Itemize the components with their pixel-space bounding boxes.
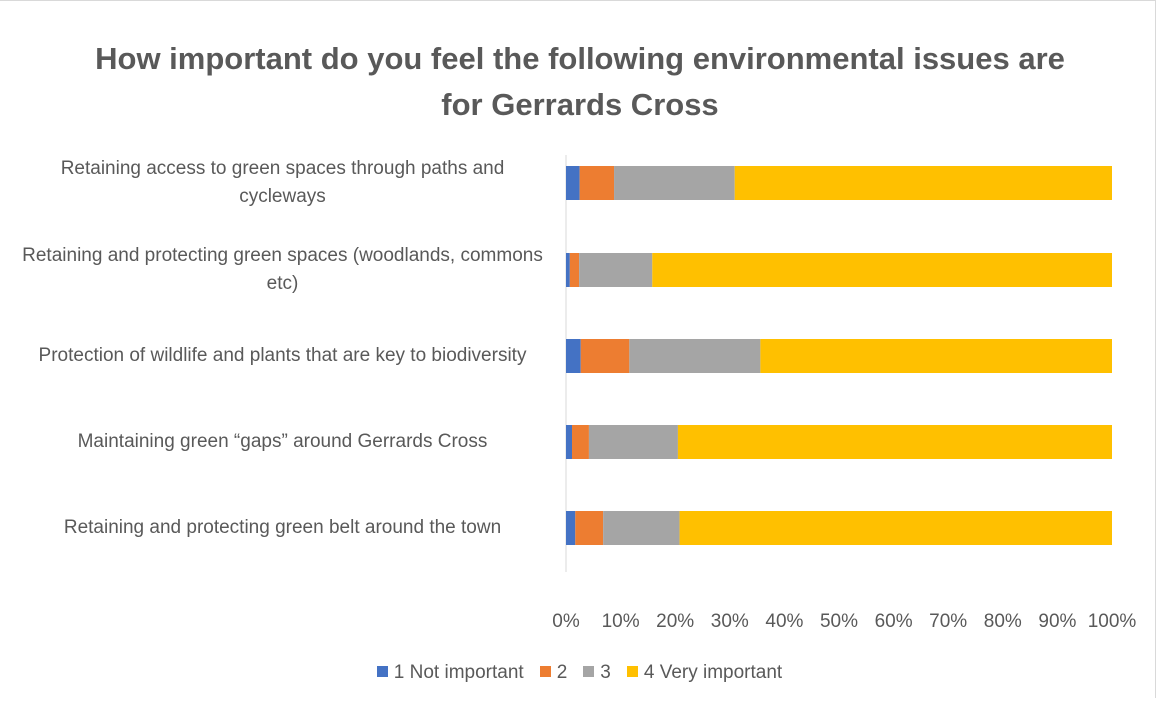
bar-segment-4-series-3 (588, 425, 678, 459)
category-label: Protection of wildlife and plants that a… (38, 345, 527, 366)
category-label: Maintaining green “gaps” around Gerrards… (77, 431, 488, 452)
bar-segment-4-series-4 (677, 425, 1112, 459)
bar-segment-2-series-2 (569, 253, 580, 287)
x-tick-label: 40% (765, 611, 804, 632)
category-label: Retaining and protecting green belt arou… (63, 517, 502, 538)
legend-item: 2 (539, 662, 568, 684)
bar-segment-1-series-3 (614, 166, 735, 200)
x-tick-label: 100% (1087, 611, 1137, 632)
legend-swatch (539, 666, 551, 677)
bar-segment-3-series-3 (629, 339, 761, 373)
x-tick-label: 50% (819, 611, 859, 632)
x-tick-label: 90% (1038, 611, 1077, 632)
legend-item: 4 Very important (626, 662, 783, 684)
legend-label: 4 Very important (643, 662, 783, 683)
x-tick-label: 20% (656, 611, 695, 632)
legend-item: 1 Not important (376, 662, 524, 684)
bar-segment-5-series-1 (566, 511, 576, 545)
bar-segment-2-series-3 (579, 253, 653, 287)
bar-segment-5-series-3 (603, 511, 680, 545)
bar-segment-5-series-4 (679, 511, 1112, 545)
bar-segment-3-series-4 (760, 339, 1112, 373)
legend-swatch (583, 666, 595, 677)
x-tick-label: 30% (710, 611, 749, 632)
category-label: Retaining and protecting green spaces (w… (22, 245, 543, 294)
category-label: Retaining access to green spaces through… (60, 158, 505, 207)
x-tick-label: 0% (552, 611, 580, 632)
legend-label: 2 (556, 662, 568, 683)
legend: 1 Not important 2 3 4 Very important (0, 662, 1159, 684)
bar-segment-3-series-1 (566, 339, 581, 373)
bar-segment-1-series-1 (566, 166, 580, 200)
x-tick-label: 60% (874, 611, 913, 632)
legend-item: 3 (583, 662, 611, 684)
legend-swatch (626, 666, 638, 677)
bar-segment-1-series-2 (579, 166, 615, 200)
legend-swatch (376, 666, 388, 677)
chart-title: How important do you feel the following … (95, 41, 1065, 122)
x-tick-label: 70% (929, 611, 968, 632)
x-tick-label: 10% (601, 611, 640, 632)
bar-segment-2-series-4 (652, 253, 1112, 287)
legend-label: 3 (600, 662, 611, 683)
bar-segment-4-series-1 (566, 425, 573, 459)
bar-segment-1-series-4 (734, 166, 1112, 200)
legend-label: 1 Not important (393, 662, 524, 683)
bar-segment-3-series-2 (580, 339, 630, 373)
x-tick-label: 80% (983, 611, 1022, 632)
bar-segment-2-series-1 (566, 253, 570, 287)
bar-segment-5-series-2 (575, 511, 604, 545)
bar-segment-4-series-2 (572, 425, 589, 459)
